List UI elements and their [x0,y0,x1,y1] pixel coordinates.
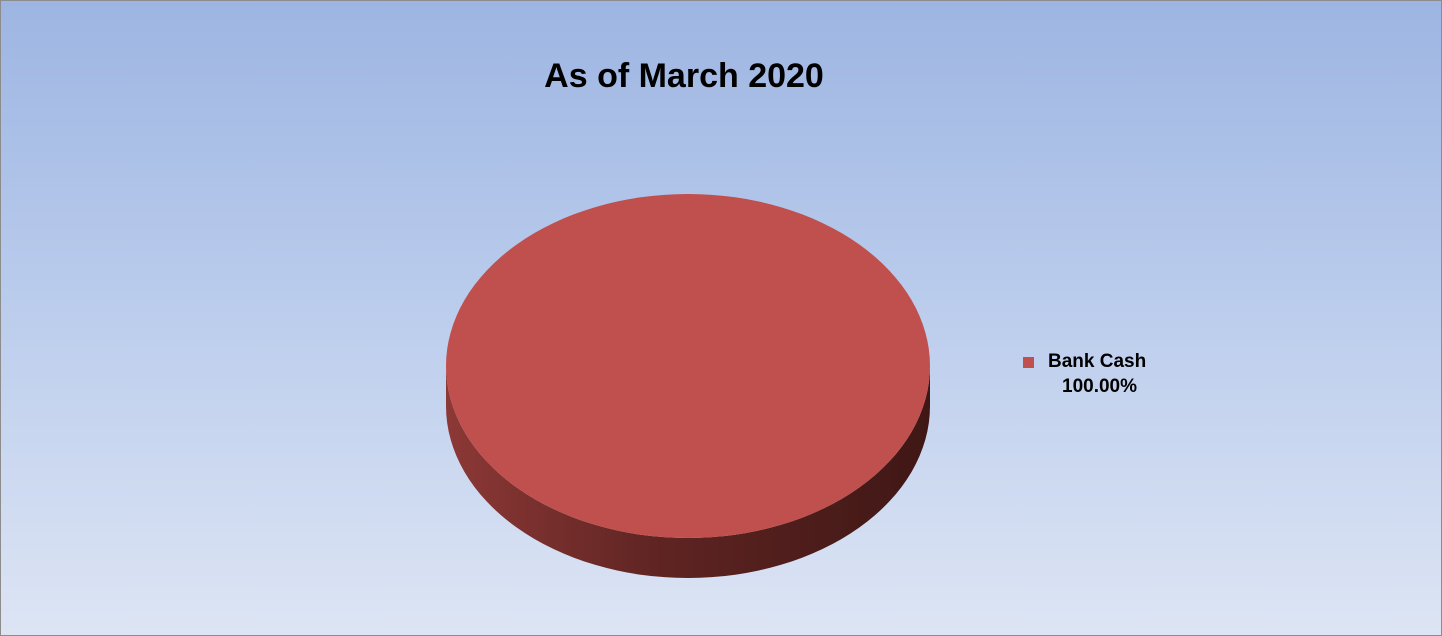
legend: Bank Cash 100.00% [1023,351,1146,398]
legend-value: 100.00% [1062,376,1138,397]
chart-title: As of March 2020 [544,57,824,95]
legend-item-bank-cash: Bank Cash [1023,351,1146,373]
legend-swatch [1023,356,1034,368]
legend-label: Bank Cash [1048,351,1147,372]
pie-side [446,366,930,578]
pie-slice-bank-cash [446,194,930,538]
